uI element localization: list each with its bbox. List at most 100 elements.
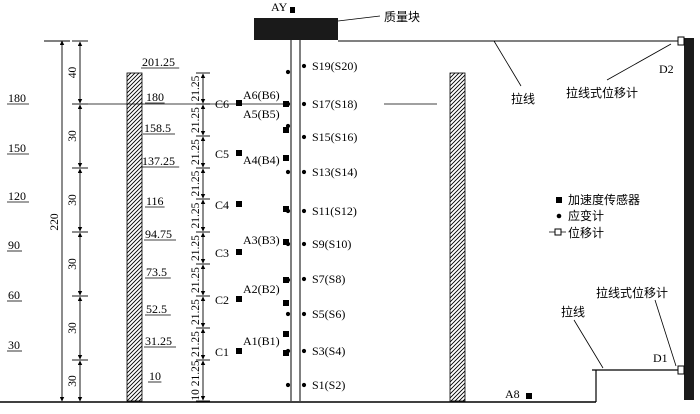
inner-dim-value-3: 21.25 <box>190 170 202 196</box>
inner-level-label-4: 116 <box>146 194 164 208</box>
c-sensor-5 <box>236 348 242 354</box>
outer-dimension-group: 40 30 30 30 30 30 220 180 150 120 90 60 30 <box>7 40 286 403</box>
accel-label-4: A2(B2) <box>243 282 280 296</box>
d2-displacement-meter <box>677 36 685 46</box>
outer-level-label-2: 120 <box>8 189 26 203</box>
ay-label: AY <box>271 0 288 14</box>
strain-dot-left-5 <box>285 241 291 247</box>
inner-dim-value-5: 21.25 <box>190 235 202 261</box>
accel-label-3: A3(B3) <box>243 233 280 247</box>
legend-accel-label: 加速度传感器 <box>568 192 640 207</box>
strain-dot-right-1 <box>301 101 307 107</box>
strain-dot-right-4 <box>301 208 307 214</box>
accel-sensor-6 <box>283 300 289 306</box>
outer-dim-value-2: 30 <box>67 194 79 206</box>
inner-level-label-0: 201.25 <box>142 55 175 69</box>
strain-dot-left-9 <box>285 382 291 388</box>
reference-wall <box>684 38 694 400</box>
strain-label-4: S11(S12) <box>312 204 357 218</box>
outer-dim-value-5: 30 <box>67 375 79 387</box>
strain-dot-left-8 <box>285 348 291 354</box>
outer-dim-value-1: 30 <box>67 130 79 142</box>
strain-dot-right-6 <box>301 276 307 282</box>
inner-dim-value-4: 21.25 <box>190 202 202 228</box>
outer-level-label-1: 150 <box>8 141 26 155</box>
strain-label-8: S3(S4) <box>312 344 345 358</box>
strain-dot-right-0 <box>301 63 307 69</box>
left-frame-column <box>126 72 143 402</box>
strain-dot-right-2 <box>301 134 307 140</box>
accel-label-0: A6(B6) <box>243 88 280 102</box>
d1-displacement-meter <box>677 365 685 375</box>
legend-strain-icon <box>556 213 562 219</box>
inner-dim-value-7: 21.25 <box>190 299 202 325</box>
bottom-meter-label: 拉线式位移计 <box>596 285 668 300</box>
d2-leader <box>606 43 672 81</box>
legend-disp-label: 位移计 <box>568 225 604 240</box>
strain-dot-left-0 <box>285 69 291 75</box>
inner-dim-value-1: 21.25 <box>190 107 202 133</box>
outer-level-label-5: 30 <box>8 338 20 352</box>
outer-dim-value-4: 30 <box>67 322 79 334</box>
strain-label-7: S5(S6) <box>312 307 345 321</box>
right-frame-column <box>449 72 466 402</box>
strain-label-0: S19(S20) <box>312 59 357 73</box>
strain-label-5: S9(S10) <box>312 237 351 251</box>
strain-dot-left-2 <box>285 123 291 129</box>
legend-strain-label: 应变计 <box>568 208 604 223</box>
strain-label-6: S7(S8) <box>312 272 345 286</box>
inner-dimension-group: 21.25 21.25 21.25 21.25 21.25 21.25 21.25 21.25… <box>141 55 210 402</box>
a8-label: A8 <box>505 387 520 401</box>
c-sensor-4 <box>236 296 242 302</box>
accel-sensor-8 <box>283 350 289 356</box>
c-label-3: C3 <box>215 246 229 260</box>
strain-label-2: S15(S16) <box>312 130 357 144</box>
strain-dot-right-8 <box>301 348 307 354</box>
c-sensor-1 <box>236 150 242 156</box>
c-label-1: C5 <box>215 147 229 161</box>
mass-block <box>254 18 338 40</box>
inner-level-label-9: 10 <box>149 369 161 383</box>
strain-dot-right-3 <box>301 169 307 175</box>
sensor-group: A6(B6) A5(B5) A4(B4) A3(B3) A2(B2) A1(B1) C6 C5… <box>215 59 357 392</box>
inner-level-label-7: 52.5 <box>146 302 167 316</box>
d2-label: D2 <box>659 62 674 76</box>
inner-level-label-2: 158.5 <box>144 121 171 135</box>
c-label-0: C6 <box>215 97 229 111</box>
accel-label-1: A5(B5) <box>243 107 280 121</box>
c-sensor-2 <box>236 201 242 207</box>
inner-level-label-3: 137.25 <box>142 154 175 168</box>
d1-leader <box>654 299 677 367</box>
strain-dot-left-1 <box>285 101 291 107</box>
mass-block-label: 质量块 <box>384 10 420 24</box>
d1-label: D1 <box>653 351 668 365</box>
mass-leader-line <box>337 15 381 22</box>
bottom-string-label: 拉线 <box>561 304 585 319</box>
outer-dim-value-3: 30 <box>67 258 79 270</box>
accel-label-5: A1(B1) <box>243 334 280 348</box>
inner-dim-value-8: 21.25 <box>190 331 202 357</box>
strain-dot-left-6 <box>285 277 291 283</box>
strain-label-9: S1(S2) <box>312 378 345 392</box>
strain-dot-left-7 <box>285 311 291 317</box>
c-label-5: C1 <box>215 345 229 359</box>
accel-sensor-3 <box>283 206 289 212</box>
inner-dim-value-0: 21.25 <box>190 75 202 101</box>
c-label-2: C4 <box>215 198 229 212</box>
inner-level-label-6: 73.5 <box>146 265 167 279</box>
strain-dot-right-9 <box>301 382 307 388</box>
a8-sensor <box>526 393 532 399</box>
bottom-string-leader <box>573 319 604 369</box>
inner-level-label-1: 180 <box>146 90 164 104</box>
c-label-4: C2 <box>215 293 229 307</box>
inner-level-label-8: 31.25 <box>145 334 172 348</box>
inner-level-label-5: 94.75 <box>145 227 172 241</box>
top-string-leader <box>493 40 522 87</box>
inner-dim-value-6: 21.25 <box>190 267 202 293</box>
legend-disp-icon <box>554 228 562 236</box>
inner-dim-value-2: 21.25 <box>190 139 202 165</box>
strain-dot-right-5 <box>301 241 307 247</box>
top-string-label: 拉线 <box>511 91 535 106</box>
